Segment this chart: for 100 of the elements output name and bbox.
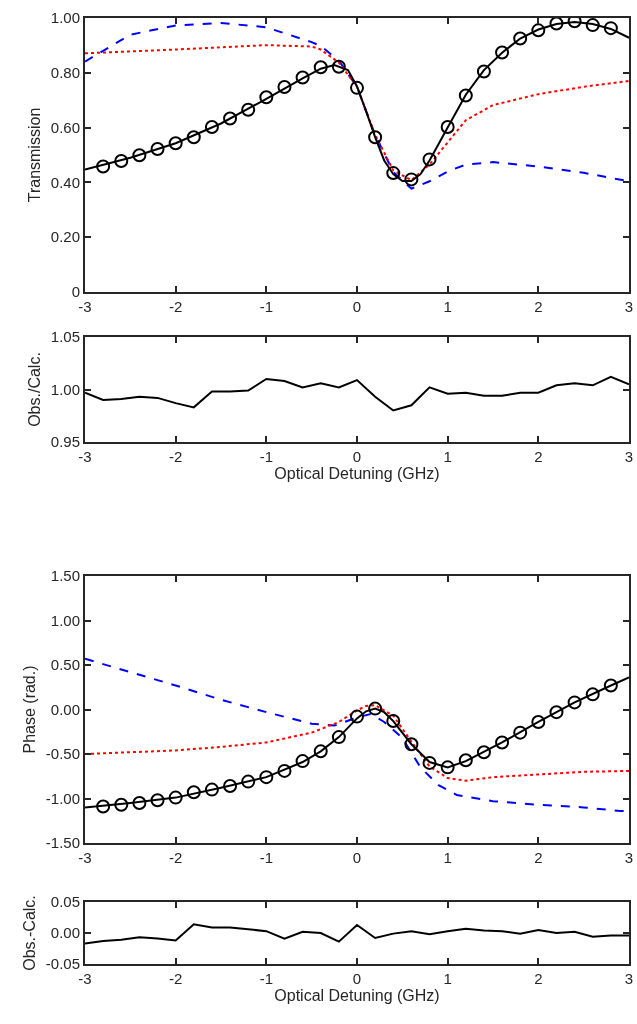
y-tick-label: 1.00 [50, 9, 80, 27]
point [295, 754, 310, 769]
x-tick-label: -2 [169, 849, 183, 866]
point [150, 793, 165, 808]
point [440, 120, 455, 135]
point [132, 148, 147, 163]
line-series [85, 923, 629, 945]
y-tick-label: 0.40 [50, 173, 80, 191]
point [150, 141, 165, 156]
y-tick-label: 0.05 [50, 893, 80, 911]
point [204, 120, 219, 135]
point [476, 64, 491, 79]
point [531, 714, 546, 729]
point [368, 701, 383, 716]
y-tick-label: -0.05 [45, 955, 80, 973]
x-tick-label: -2 [169, 970, 183, 987]
y-tick-label: 0.00 [50, 700, 80, 718]
point [513, 725, 528, 740]
point [422, 152, 437, 167]
x-tick-label: 1 [443, 970, 452, 987]
x-tick-label: 3 [624, 298, 634, 315]
point [458, 753, 473, 768]
point [295, 70, 310, 85]
x-tick-label: 3 [624, 448, 634, 465]
y-tick-label: -1.00 [45, 789, 80, 807]
x-tick-label: 3 [624, 970, 634, 987]
y-tick-label: -0.50 [45, 745, 80, 763]
y-axis-title: Obs./Calc. [26, 352, 44, 427]
point [204, 782, 219, 797]
y-axis-title: Phase (rad.) [21, 665, 39, 754]
x-tick-label: -3 [78, 970, 92, 987]
point [223, 111, 238, 126]
point [368, 130, 383, 145]
y-tick-label: 0.95 [50, 433, 80, 451]
point [331, 59, 346, 74]
x-tick-label: 0 [352, 970, 362, 987]
point [96, 799, 111, 814]
point [495, 45, 510, 60]
point [476, 745, 491, 760]
x-tick-label: 0 [352, 849, 362, 866]
x-tick-label: 2 [534, 298, 543, 315]
y-tick-label: -1.50 [45, 834, 80, 852]
point [186, 785, 201, 800]
point [114, 154, 129, 169]
y-tick-label: 0.80 [50, 64, 80, 82]
point [440, 760, 455, 775]
point [531, 23, 546, 38]
x-tick-label: 1 [443, 448, 452, 465]
x-tick-label: 0 [352, 298, 362, 315]
x-tick-label: 2 [534, 448, 543, 465]
x-axis-title: Optical Detuning (GHz) [274, 465, 440, 483]
point [585, 18, 600, 33]
x-tick-label: 0 [352, 448, 362, 465]
point [422, 755, 437, 770]
point [313, 744, 328, 759]
point [404, 737, 419, 752]
point [259, 90, 274, 105]
x-tick-label: 3 [624, 849, 634, 866]
y-tick-label: 1.05 [50, 328, 80, 346]
x-tick-label: -3 [78, 298, 92, 315]
point [168, 136, 183, 151]
x-tick-label: -1 [259, 298, 273, 315]
y-axis-title: Transmission [26, 107, 44, 203]
x-tick-label: 2 [534, 970, 543, 987]
point [350, 709, 364, 724]
point [331, 730, 346, 745]
point [585, 687, 600, 702]
x-tick-label: -3 [78, 849, 92, 866]
x-tick-label: -3 [78, 448, 92, 465]
point [549, 18, 564, 31]
point [458, 88, 473, 103]
point [350, 80, 364, 95]
point [223, 779, 238, 794]
y-tick-label: 1.00 [50, 611, 80, 629]
y-tick-label: 0.50 [50, 656, 80, 674]
point [168, 790, 183, 805]
x-tick-label: 1 [443, 298, 452, 315]
x-tick-label: -1 [259, 448, 273, 465]
y-tick-label: 0.20 [50, 228, 80, 246]
point [241, 102, 256, 117]
point [313, 60, 328, 75]
y-tick-label: 1.50 [50, 567, 80, 585]
x-tick-label: -2 [169, 298, 183, 315]
y-tick-label: 0.60 [50, 118, 80, 136]
point [277, 80, 292, 95]
point [277, 763, 292, 778]
point [132, 795, 147, 810]
point [114, 797, 129, 812]
y-tick-label: 0 [71, 283, 80, 301]
y-tick-label: 0.00 [50, 924, 80, 942]
point [404, 172, 419, 187]
point [96, 159, 111, 174]
point [567, 695, 582, 710]
y-axis-title: Obs.-Calc. [21, 895, 39, 971]
point [259, 770, 274, 785]
x-tick-label: 1 [443, 849, 452, 866]
point [495, 735, 510, 750]
y-tick-label: 1.00 [50, 380, 80, 398]
point [386, 714, 401, 729]
point [603, 21, 618, 36]
